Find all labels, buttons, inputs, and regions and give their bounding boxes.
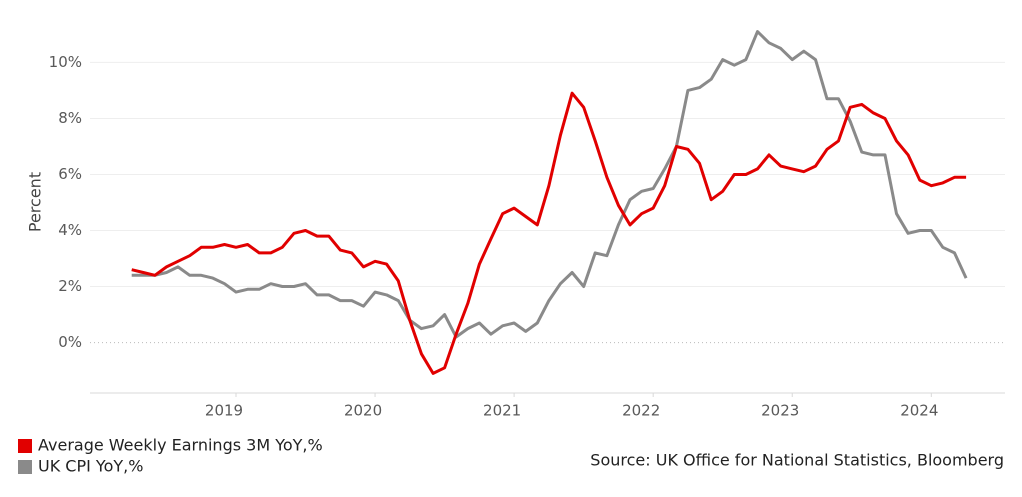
y-tick-label: 10%: [49, 53, 82, 71]
x-tick-label: 2020: [344, 402, 382, 420]
y-tick-label: 0%: [58, 333, 82, 351]
series-line: [131, 91, 967, 375]
y-tick-label: 6%: [58, 165, 82, 183]
x-tick-label: 2019: [205, 402, 243, 420]
y-axis-label: Percent: [26, 172, 45, 232]
y-tick-label: 8%: [58, 109, 82, 127]
x-tick-label: 2022: [622, 402, 660, 420]
legend-label: Average Weekly Earnings 3M YoY,%: [38, 436, 323, 455]
y-tick-label: 2%: [58, 277, 82, 295]
x-tick-label: 2024: [900, 402, 938, 420]
legend-swatch: [18, 439, 32, 453]
x-tick-label: 2023: [761, 402, 799, 420]
legend-label: UK CPI YoY,%: [38, 457, 143, 476]
x-tick-label: 2021: [483, 402, 521, 420]
legend-swatch: [18, 460, 32, 474]
series-line: [131, 30, 968, 339]
y-tick-label: 4%: [58, 221, 82, 239]
source-note: Source: UK Office for National Statistic…: [590, 451, 1004, 470]
